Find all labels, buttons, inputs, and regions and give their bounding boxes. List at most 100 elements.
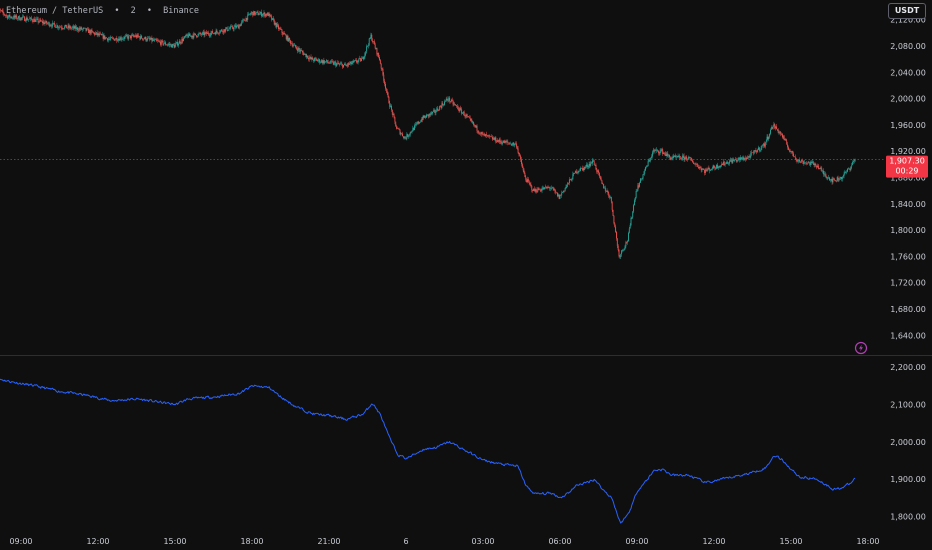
candle-body — [186, 34, 188, 36]
candle — [734, 159, 735, 163]
candle — [397, 127, 399, 130]
candle-body — [303, 53, 305, 55]
candle — [285, 34, 287, 41]
candle — [602, 182, 604, 185]
candle-body — [6, 15, 7, 17]
candle-body — [736, 160, 738, 162]
candle-body — [86, 28, 88, 31]
candle-body — [765, 141, 767, 143]
candle — [584, 166, 586, 170]
candle — [490, 136, 492, 138]
candle-body — [678, 155, 680, 157]
candle-body — [586, 164, 587, 167]
candle-body — [538, 188, 540, 191]
candle — [291, 41, 293, 48]
candle-body — [829, 179, 831, 181]
candle — [393, 112, 395, 119]
candle — [183, 35, 185, 40]
candle-body — [459, 108, 461, 111]
candle — [317, 59, 319, 63]
candle — [112, 37, 114, 41]
candle-body — [394, 117, 396, 122]
candle-body — [499, 139, 501, 142]
candle-body — [124, 36, 125, 39]
candle-body — [403, 136, 405, 138]
candle-body — [469, 117, 471, 119]
candle-body — [274, 22, 276, 25]
candle-body — [7, 16, 9, 19]
candle-body — [359, 58, 361, 59]
time-axis[interactable]: 09:00 12:00 15:00 18:00 21:00 6 03:00 06:00 09:0… — [9, 537, 879, 546]
candle — [197, 33, 199, 38]
candle — [380, 63, 382, 71]
candle-body — [633, 205, 635, 212]
candle — [462, 111, 463, 114]
candle — [2, 8, 4, 16]
candle — [556, 192, 558, 194]
candle-body — [675, 155, 676, 157]
candle — [131, 32, 133, 36]
lightning-icon[interactable] — [854, 341, 868, 355]
candle-body — [568, 179, 570, 184]
candle — [346, 63, 348, 68]
candle — [675, 154, 677, 160]
candle-body — [835, 181, 837, 182]
candle — [143, 37, 145, 40]
candle — [192, 33, 194, 40]
candle-body — [666, 153, 668, 156]
candle — [171, 43, 173, 48]
candle-body — [644, 170, 646, 174]
candle-body — [515, 143, 517, 147]
candle — [730, 157, 732, 163]
candle — [323, 57, 325, 65]
candle-body — [316, 59, 318, 62]
candle — [227, 30, 229, 32]
candle-body — [568, 182, 570, 184]
candle — [244, 20, 246, 22]
candle — [573, 172, 575, 177]
candle — [190, 35, 192, 39]
candle — [433, 108, 435, 113]
candle-body — [711, 168, 713, 170]
candle — [0, 8, 1, 13]
candle — [145, 36, 147, 42]
candle — [428, 113, 430, 119]
candle-body — [692, 160, 694, 163]
symbol-title[interactable]: Ethereum / TetherUS • 2 • Binance — [6, 6, 199, 16]
candle-body — [462, 111, 464, 113]
candle — [298, 46, 300, 52]
candle — [142, 38, 143, 41]
candle — [102, 33, 104, 42]
candle — [246, 17, 248, 22]
candle — [766, 134, 768, 143]
candle — [770, 128, 771, 136]
candle-body — [52, 22, 54, 27]
candle-body — [20, 17, 22, 21]
candle — [659, 148, 661, 156]
candle-body — [92, 31, 94, 33]
main-price-pane[interactable] — [0, 4, 856, 260]
main-price-axis[interactable]: 1,640.001,680.001,720.001,760.001,800.00… — [890, 16, 926, 341]
candle-body — [410, 131, 412, 133]
candle-body — [112, 37, 113, 39]
lower-line-pane[interactable] — [0, 378, 856, 524]
candle — [77, 27, 79, 33]
lower-price-axis[interactable]: 1,800.001,900.002,000.002,100.002,200.00 — [890, 363, 926, 521]
candle-body — [409, 131, 411, 135]
candle — [307, 55, 309, 59]
candle-body — [552, 187, 554, 189]
candle-body — [307, 55, 309, 58]
candle-body — [229, 28, 231, 30]
candle — [802, 159, 804, 165]
candle-body — [659, 150, 661, 154]
candle — [162, 40, 164, 46]
currency-button[interactable]: USDT — [888, 3, 926, 19]
candle-body — [101, 34, 103, 36]
candle — [518, 152, 520, 157]
candle-body — [639, 182, 641, 187]
candle — [158, 39, 160, 42]
candle — [528, 180, 530, 186]
candle-body — [805, 163, 807, 164]
candle-body — [514, 144, 516, 146]
